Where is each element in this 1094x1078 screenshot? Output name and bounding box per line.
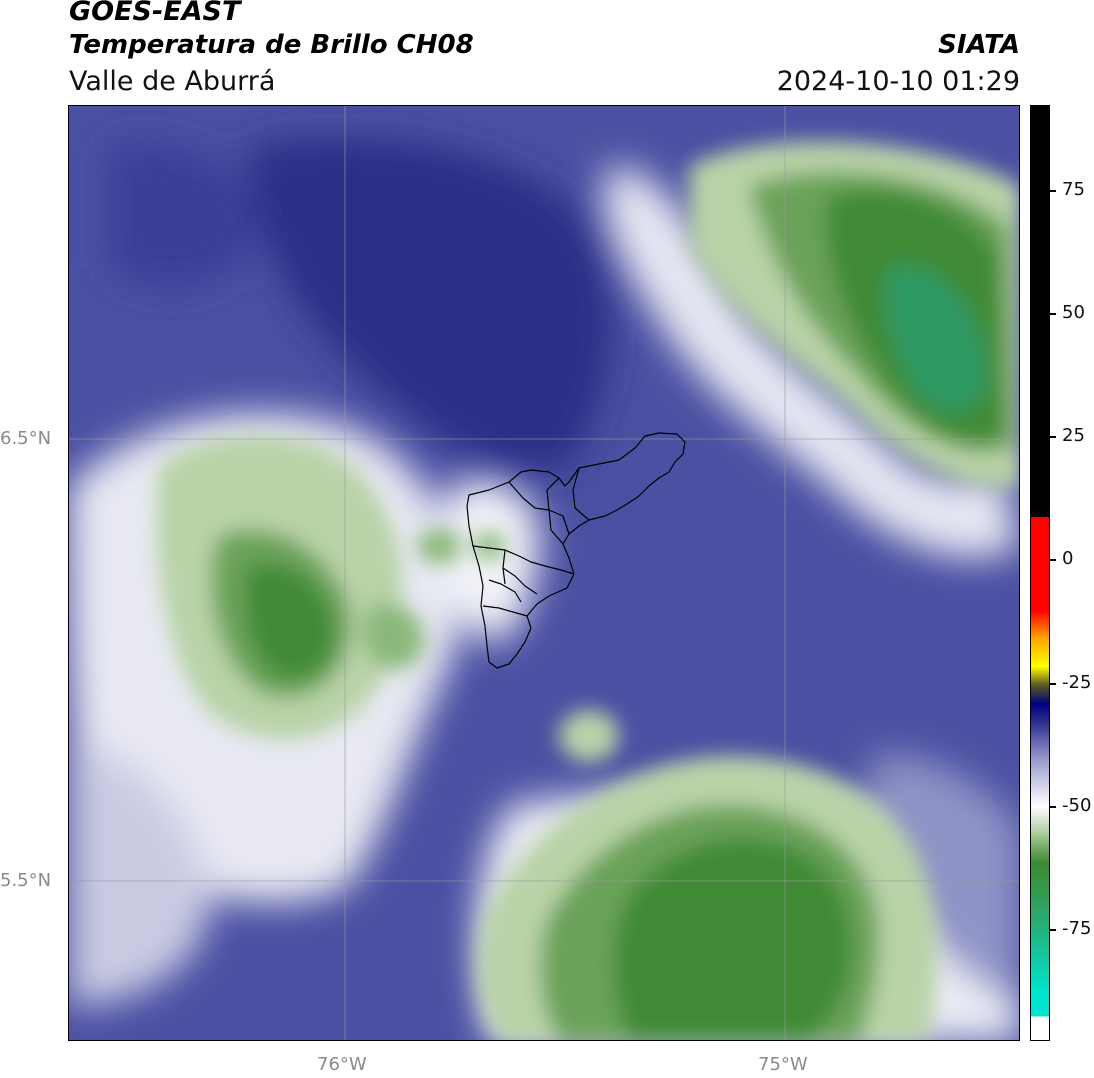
map-canvas — [69, 106, 1019, 1040]
colorbar-label-25: 25 — [1062, 425, 1085, 446]
colorbar-tick — [1050, 313, 1056, 315]
ne-storm — [689, 141, 1019, 488]
colorbar-label-neg75: -75 — [1062, 918, 1092, 939]
cold-cloud-band — [109, 138, 611, 472]
datetime-label: 2024-10-10 01:29 — [776, 66, 1020, 97]
satellite-title: GOES-EAST — [69, 0, 241, 27]
colorbar-label-neg50: -50 — [1062, 795, 1092, 816]
lon-label-75w: 75°W — [758, 1054, 808, 1075]
lat-label-6-5: 6.5°N — [0, 428, 52, 449]
colorbar-label-75: 75 — [1062, 179, 1085, 200]
municipal-boundaries — [466, 432, 686, 669]
small-cells — [417, 528, 619, 762]
colorbar-label-neg25: -25 — [1062, 672, 1092, 693]
colorbar-tick — [1050, 190, 1056, 192]
colorbar-label-50: 50 — [1062, 302, 1085, 323]
west-storm — [156, 434, 425, 740]
south-storm — [478, 756, 938, 1040]
colorbar-tick — [1050, 806, 1056, 808]
colorbar-tick — [1050, 436, 1056, 438]
satellite-map[interactable] — [68, 105, 1020, 1041]
colorbar-tick — [1050, 683, 1056, 685]
region-label: Valle de Aburrá — [69, 66, 276, 97]
product-title: Temperatura de Brillo CH08 — [69, 30, 474, 60]
colorbar-label-0: 0 — [1062, 548, 1074, 569]
colorbar-tick — [1050, 929, 1056, 931]
brand-label: SIATA — [938, 30, 1020, 60]
graticule — [69, 106, 1019, 1040]
lon-label-76w: 76°W — [317, 1054, 367, 1075]
lat-label-5-5: 5.5°N — [0, 870, 52, 891]
colorbar-tick — [1050, 559, 1056, 561]
colorbar — [1030, 105, 1050, 1041]
